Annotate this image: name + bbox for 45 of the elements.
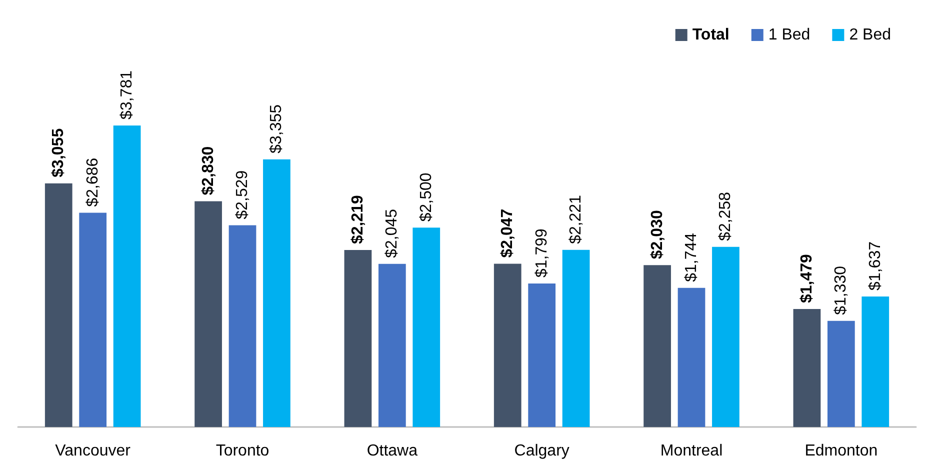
- legend-label: Total: [692, 26, 730, 44]
- bar: [494, 264, 522, 427]
- data-label: $1,799: [533, 228, 550, 278]
- data-label: $1,637: [866, 241, 884, 290]
- bar: [712, 246, 740, 427]
- data-label: $2,047: [499, 208, 516, 258]
- bar: [412, 228, 440, 427]
- bar: [862, 296, 890, 427]
- bar: [827, 320, 855, 427]
- bar: [113, 125, 141, 427]
- data-label: $2,500: [418, 172, 435, 222]
- bar: [644, 265, 671, 427]
- data-label: $1,479: [798, 254, 816, 304]
- x-tick-label: Toronto: [216, 442, 270, 460]
- bar: [378, 264, 406, 427]
- legend-label: 1 Bed: [768, 26, 810, 44]
- legend-label: 2 Bed: [849, 26, 891, 44]
- bar: [79, 212, 107, 427]
- data-label: $3,355: [268, 104, 286, 154]
- bar: [228, 225, 256, 427]
- bar: [793, 309, 821, 427]
- bar: [263, 159, 290, 427]
- data-label: $2,221: [568, 194, 585, 244]
- data-label: $3,055: [50, 128, 68, 178]
- data-label: $1,744: [683, 232, 700, 282]
- data-label: $2,830: [200, 146, 217, 196]
- x-tick-label: Edmonton: [804, 442, 878, 460]
- data-label: $2,258: [717, 192, 734, 241]
- x-tick-label: Calgary: [514, 442, 570, 460]
- bar: [528, 284, 556, 427]
- data-label: $2,045: [384, 208, 401, 258]
- bar: [344, 250, 372, 427]
- data-label: $2,529: [234, 170, 251, 220]
- bar: [194, 201, 222, 427]
- data-label: $2,686: [84, 158, 102, 207]
- data-label: $3,781: [118, 70, 136, 120]
- data-label: $2,030: [648, 210, 666, 260]
- bar: [562, 250, 590, 427]
- x-tick-label: Montreal: [660, 442, 723, 460]
- bar: [44, 183, 72, 427]
- data-label: $2,219: [349, 194, 366, 244]
- x-tick-label: Ottawa: [366, 442, 418, 460]
- bar: [678, 288, 706, 427]
- x-tick-label: Vancouver: [55, 442, 132, 460]
- data-label: $1,330: [832, 266, 850, 315]
